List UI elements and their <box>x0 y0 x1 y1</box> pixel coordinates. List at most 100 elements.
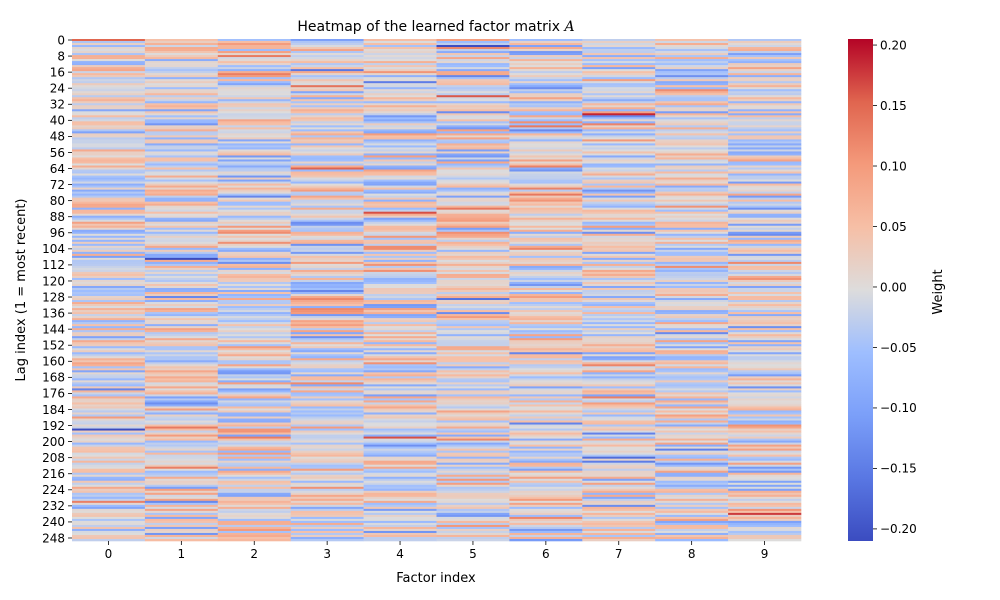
heatmap-cell <box>509 49 583 52</box>
heatmap-cell <box>363 223 437 227</box>
heatmap-cell <box>582 370 656 373</box>
heatmap-cell <box>144 175 219 178</box>
heatmap-cell <box>655 251 729 255</box>
heatmap-cell <box>509 358 583 361</box>
heatmap-cell <box>655 434 729 437</box>
heatmap-cell <box>728 446 802 449</box>
heatmap-cell <box>436 356 510 359</box>
heatmap-cell <box>582 412 656 415</box>
heatmap-cell <box>582 213 656 217</box>
heatmap-cell <box>72 197 146 200</box>
heatmap-cell <box>363 175 437 178</box>
heatmap-cell <box>363 338 437 341</box>
heatmap-cell <box>582 85 656 88</box>
heatmap-cell <box>728 73 802 76</box>
heatmap-cell <box>290 161 364 164</box>
heatmap-cell <box>217 364 291 367</box>
heatmap-cell <box>363 261 437 265</box>
heatmap-cell <box>72 402 146 405</box>
heatmap-cell <box>509 462 583 465</box>
heatmap-cell <box>436 231 510 235</box>
heatmap-cell <box>290 494 364 498</box>
heatmap-cell <box>509 456 583 459</box>
heatmap-cell <box>144 302 219 305</box>
heatmap-cell <box>363 189 437 192</box>
heatmap-cell <box>509 464 583 468</box>
heatmap-cell <box>436 360 510 363</box>
heatmap-cell <box>582 310 656 313</box>
heatmap-cell <box>363 101 437 104</box>
heatmap-cell <box>655 189 729 192</box>
heatmap-cell <box>728 133 802 136</box>
heatmap-cell <box>363 133 437 136</box>
heatmap-cell <box>363 316 437 319</box>
heatmap-cell <box>582 516 656 520</box>
heatmap-cell <box>509 255 583 259</box>
heatmap-cell <box>72 530 146 534</box>
y-tick-label: 240 <box>42 515 65 529</box>
heatmap-cell <box>655 267 729 271</box>
heatmap-cell <box>290 420 364 423</box>
heatmap-cell <box>217 292 291 295</box>
heatmap-cell <box>144 500 219 504</box>
heatmap-cell <box>217 219 291 223</box>
heatmap-cell <box>436 221 510 225</box>
heatmap-cell <box>655 135 729 138</box>
heatmap-cell <box>655 370 729 373</box>
heatmap-cell <box>655 105 729 108</box>
heatmap-cell <box>72 470 146 474</box>
heatmap-cell <box>728 506 802 510</box>
heatmap-cell <box>582 420 656 423</box>
heatmap-cell <box>72 161 146 164</box>
heatmap-cell <box>217 61 291 64</box>
heatmap-cell <box>217 125 291 128</box>
heatmap-cell <box>509 432 583 435</box>
heatmap-cell <box>144 253 219 257</box>
heatmap-cell <box>655 125 729 128</box>
heatmap-cell <box>436 59 510 62</box>
heatmap-cell <box>144 261 219 265</box>
colorbar-tick-label: −0.05 <box>880 341 917 355</box>
heatmap-cell <box>72 101 146 104</box>
heatmap-cell <box>582 442 656 445</box>
heatmap-cell <box>290 366 364 369</box>
heatmap-cell <box>290 167 364 170</box>
heatmap-cell <box>363 450 437 453</box>
colorbar-tick-label: −0.20 <box>880 522 917 536</box>
heatmap-cell <box>436 454 510 457</box>
heatmap-cell <box>144 492 219 496</box>
heatmap-cell <box>217 400 291 403</box>
heatmap-cell <box>728 408 802 411</box>
heatmap-cell <box>582 340 656 343</box>
heatmap-cell <box>509 269 583 273</box>
heatmap-cell <box>72 155 146 158</box>
heatmap-cell <box>290 55 364 58</box>
heatmap-cell <box>72 478 146 482</box>
heatmap-cell <box>290 171 364 174</box>
heatmap-cell <box>655 494 729 498</box>
heatmap-cell <box>436 496 510 500</box>
heatmap-cell <box>363 209 437 212</box>
heatmap-cell <box>72 53 146 56</box>
heatmap-cell <box>655 81 729 84</box>
heatmap-cell <box>363 55 437 58</box>
heatmap-cell <box>290 368 364 371</box>
heatmap-cell <box>72 492 146 496</box>
heatmap-cell <box>144 131 219 134</box>
heatmap-cell <box>436 300 510 303</box>
heatmap-cell <box>363 336 437 339</box>
heatmap-cell <box>290 283 364 287</box>
heatmap-cell <box>72 267 146 271</box>
heatmap-cell <box>728 277 802 281</box>
heatmap-cell <box>217 189 291 192</box>
heatmap-cell <box>72 43 146 46</box>
heatmap-cell <box>144 159 219 162</box>
heatmap-cell <box>144 41 219 44</box>
heatmap-cell <box>290 428 364 431</box>
heatmap-cell <box>290 113 364 116</box>
heatmap-cell <box>72 508 146 512</box>
heatmap-cell <box>582 201 656 204</box>
heatmap-cell <box>363 362 437 365</box>
heatmap-cell <box>217 532 291 536</box>
heatmap-cell <box>217 376 291 379</box>
